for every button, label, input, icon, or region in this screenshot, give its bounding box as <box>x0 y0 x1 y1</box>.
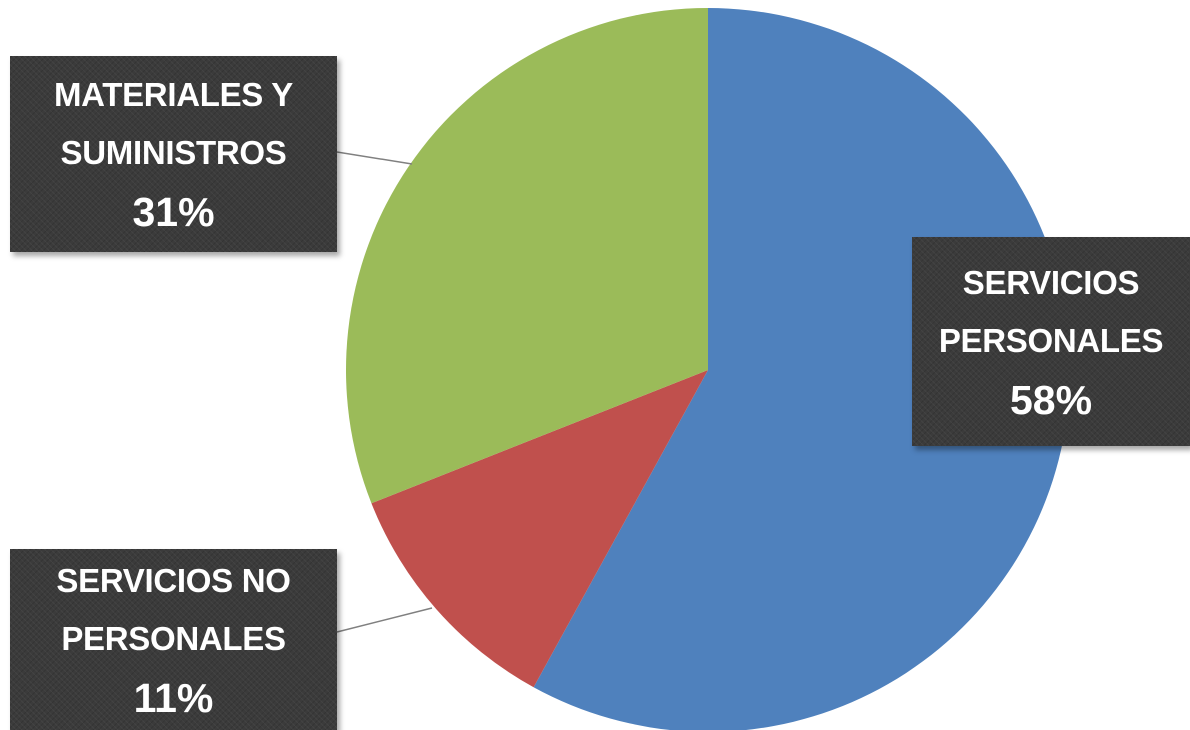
slice-label-line: SUMINISTROS <box>60 134 287 171</box>
slice-label-line: SERVICIOS NO <box>56 561 291 599</box>
slice-label-line: SERVICIOS <box>962 263 1140 301</box>
slice-label-line: PERSONALES <box>938 321 1164 359</box>
data-label-materiales-y-suministros: MATERIALES Y SUMINISTROS 31% <box>10 56 337 252</box>
slice-label-line: PERSONALES <box>61 619 286 657</box>
slice-percent: 11% <box>133 674 214 721</box>
leader-line-servicios-no-personales <box>336 607 433 633</box>
data-label-servicios-personales: SERVICIOS PERSONALES 58% <box>912 237 1190 446</box>
data-label-servicios-no-personales: SERVICIOS NO PERSONALES 11% <box>10 549 337 730</box>
slice-percent: 31% <box>132 189 215 235</box>
pie-slice-servicios-personales <box>533 8 1070 730</box>
pie-slice-servicios-no-personales <box>371 370 708 688</box>
slice-label-line: MATERIALES Y <box>53 76 294 113</box>
slice-percent: 58% <box>1009 376 1093 423</box>
pie-slice-materiales-y-suministros <box>345 8 708 504</box>
leader-line-materiales <box>336 151 413 165</box>
